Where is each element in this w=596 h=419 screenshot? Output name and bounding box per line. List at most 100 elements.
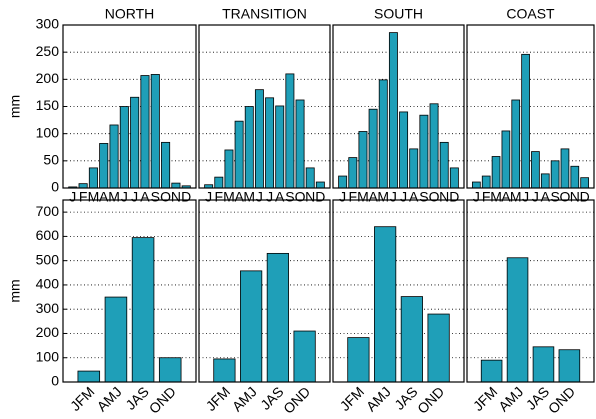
x-tick-label: AMJ: [495, 383, 526, 414]
x-tick-label: A: [234, 189, 244, 205]
bar: [521, 53, 530, 189]
bar: [305, 167, 315, 189]
bar: [285, 73, 295, 189]
y-tick-label: 100: [36, 124, 60, 140]
bar: [481, 175, 491, 189]
panel-frame: [332, 199, 465, 383]
x-tick-label: D: [580, 189, 590, 205]
x-tick-label: F: [215, 189, 224, 205]
x-tick-label: J: [131, 189, 138, 205]
bar: [171, 182, 181, 189]
y-tick-label: 400: [36, 276, 60, 292]
panel-frame: [198, 24, 331, 189]
x-tick-label: J: [473, 189, 480, 205]
x-tick-label: J: [522, 189, 529, 205]
x-tick-label: JFM: [67, 383, 98, 414]
bar: [429, 103, 439, 189]
x-tick-label: O: [160, 189, 171, 205]
y-axis-label: mm: [7, 95, 23, 118]
y-tick-label: 0: [51, 373, 59, 389]
bar: [295, 99, 305, 189]
x-tick-label: M: [223, 189, 235, 205]
bar: [472, 181, 481, 189]
bar: [400, 296, 423, 383]
panel-title: NORTH: [105, 6, 155, 22]
x-tick-label: J: [390, 189, 397, 205]
bar: [532, 346, 555, 383]
bar: [130, 96, 140, 189]
bar: [266, 252, 289, 383]
x-tick-label: D: [449, 189, 459, 205]
y-tick-label: 0: [51, 179, 59, 195]
y-tick-label: 100: [36, 348, 60, 364]
x-tick-label: A: [541, 189, 551, 205]
bar: [88, 167, 98, 189]
x-tick-label: S: [285, 189, 294, 205]
x-tick-label: N: [305, 189, 315, 205]
bar: [234, 120, 244, 189]
bar: [214, 176, 224, 189]
bar: [427, 313, 450, 383]
x-tick-label: F: [79, 189, 88, 205]
bar: [531, 151, 540, 189]
x-tick-label: J: [339, 189, 346, 205]
bar: [158, 357, 182, 383]
x-tick-label: M: [88, 189, 100, 205]
x-tick-label: JFM: [337, 383, 368, 414]
bar: [161, 141, 171, 189]
x-tick-label: A: [368, 189, 378, 205]
y-tick-label: 300: [36, 16, 60, 32]
bar: [348, 157, 358, 189]
x-tick-label: M: [490, 189, 502, 205]
bar: [388, 32, 398, 189]
x-tick-label: J: [69, 189, 76, 205]
x-tick-label: S: [550, 189, 559, 205]
bar: [409, 148, 419, 189]
y-tick-label: 250: [36, 43, 60, 59]
bar: [119, 106, 129, 189]
panel-title: SOUTH: [374, 6, 423, 22]
bar: [338, 175, 348, 189]
x-tick-label: O: [429, 189, 440, 205]
bar: [131, 237, 155, 383]
x-tick-label: M: [108, 189, 120, 205]
bar: [550, 160, 560, 189]
bar: [378, 79, 388, 189]
panel-frame: [332, 24, 465, 189]
x-tick-label: JFM: [470, 383, 501, 414]
x-tick-label: D: [181, 189, 191, 205]
y-tick-label: 150: [36, 97, 60, 113]
x-tick-label: O: [295, 189, 306, 205]
bar: [224, 149, 234, 189]
y-tick-label: 200: [36, 70, 60, 86]
y-tick-label: 50: [43, 152, 59, 168]
x-tick-label: M: [357, 189, 369, 205]
x-tick-label: M: [377, 189, 389, 205]
x-tick-label: A: [140, 189, 150, 205]
x-tick-label: J: [256, 189, 263, 205]
bar: [293, 330, 316, 383]
bar: [315, 181, 325, 189]
bar: [77, 370, 101, 383]
bar: [511, 99, 521, 189]
x-tick-label: N: [439, 189, 449, 205]
x-tick-label: A: [501, 189, 511, 205]
bar: [140, 75, 150, 189]
x-tick-label: AMJ: [363, 383, 394, 414]
x-tick-label: J: [205, 189, 212, 205]
bar: [506, 257, 529, 383]
x-tick-label: J: [532, 189, 539, 205]
x-tick-label: OND: [414, 383, 447, 416]
x-tick-label: JFM: [203, 383, 234, 414]
x-tick-label: J: [121, 189, 128, 205]
y-tick-label: 600: [36, 227, 60, 243]
bar: [419, 114, 429, 189]
bar: [580, 177, 589, 189]
x-tick-label: J: [266, 189, 273, 205]
bar: [99, 143, 109, 189]
y-tick-label: 500: [36, 251, 60, 267]
y-tick-label: 200: [36, 324, 60, 340]
bar: [265, 97, 275, 189]
panel-title: TRANSITION: [222, 6, 307, 22]
